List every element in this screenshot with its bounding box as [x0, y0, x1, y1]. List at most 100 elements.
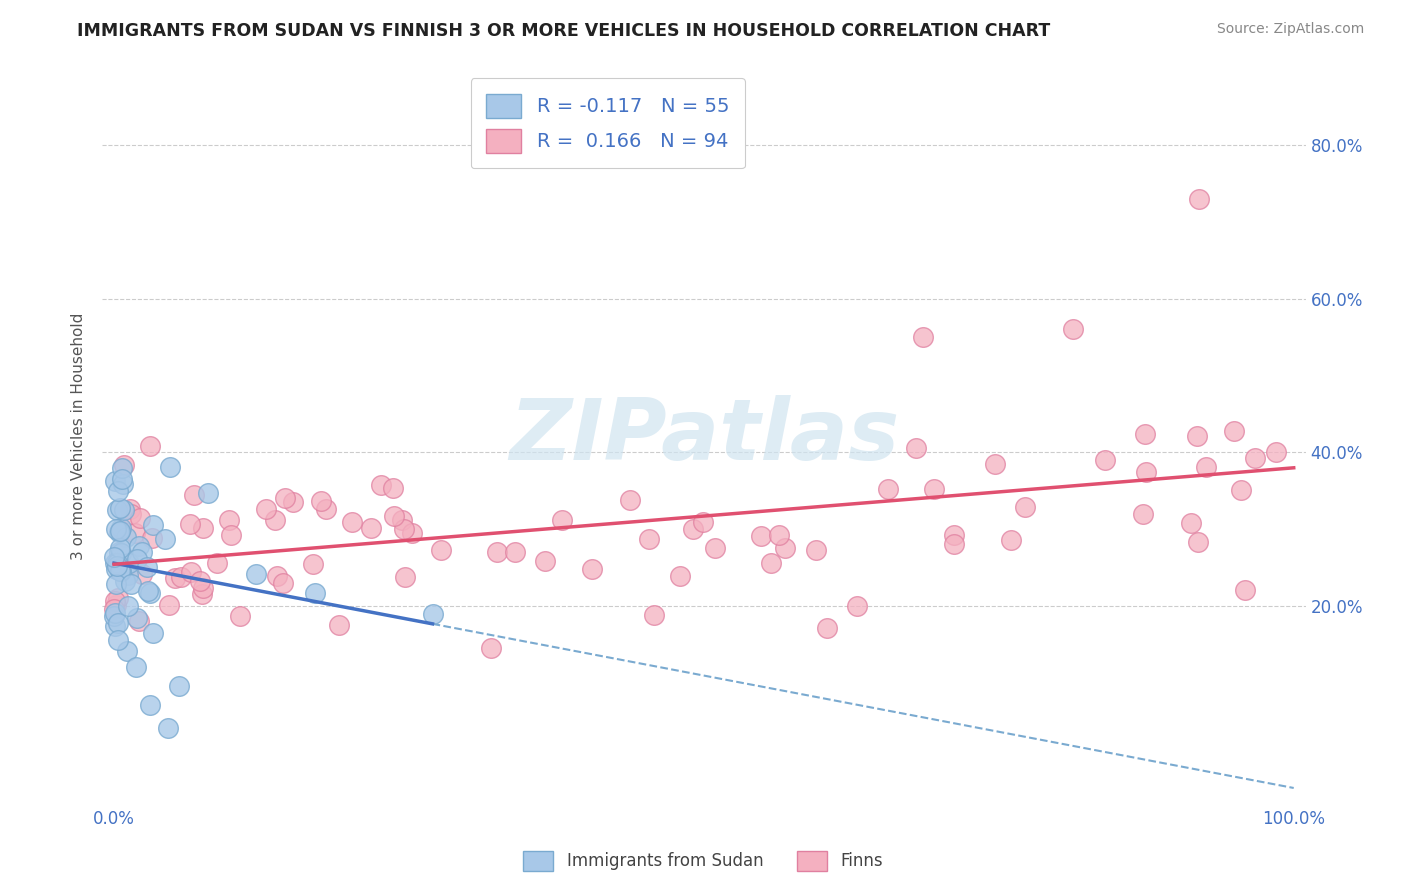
- Point: [692, 515, 714, 529]
- Point: [103, 550, 125, 565]
- Point: [139, 698, 162, 713]
- Point: [103, 609, 125, 624]
- Point: [114, 574, 136, 588]
- Point: [533, 554, 555, 568]
- Point: [124, 525, 146, 540]
- Point: [157, 722, 180, 736]
- Point: [107, 632, 129, 647]
- Point: [340, 515, 363, 529]
- Point: [205, 556, 228, 570]
- Point: [422, 607, 444, 621]
- Point: [381, 482, 404, 496]
- Point: [112, 458, 135, 472]
- Point: [108, 524, 131, 538]
- Point: [104, 619, 127, 633]
- Point: [1132, 507, 1154, 521]
- Point: [749, 528, 772, 542]
- Point: [110, 546, 132, 560]
- Point: [637, 533, 659, 547]
- Point: [924, 482, 946, 496]
- Point: [619, 493, 641, 508]
- Point: [1094, 453, 1116, 467]
- Point: [114, 503, 136, 517]
- Point: [125, 552, 148, 566]
- Point: [877, 482, 900, 496]
- Point: [110, 521, 132, 535]
- Point: [271, 575, 294, 590]
- Point: [197, 485, 219, 500]
- Point: [703, 541, 725, 555]
- Point: [117, 567, 139, 582]
- Point: [1187, 535, 1209, 549]
- Point: [111, 472, 134, 486]
- Point: [105, 576, 128, 591]
- Point: [110, 564, 132, 578]
- Point: [110, 501, 132, 516]
- Point: [183, 488, 205, 502]
- Text: Source: ZipAtlas.com: Source: ZipAtlas.com: [1216, 22, 1364, 37]
- Point: [118, 556, 141, 570]
- Point: [1265, 445, 1288, 459]
- Point: [110, 546, 132, 560]
- Point: [191, 521, 214, 535]
- Point: [682, 522, 704, 536]
- Point: [1133, 427, 1156, 442]
- Text: ZIPatlas: ZIPatlas: [509, 395, 898, 478]
- Point: [136, 584, 159, 599]
- Text: IMMIGRANTS FROM SUDAN VS FINNISH 3 OR MORE VEHICLES IN HOUSEHOLD CORRELATION CHA: IMMIGRANTS FROM SUDAN VS FINNISH 3 OR MO…: [77, 22, 1050, 40]
- Point: [104, 556, 127, 570]
- Point: [219, 528, 242, 542]
- Point: [105, 599, 128, 613]
- Point: [479, 640, 502, 655]
- Point: [107, 591, 129, 605]
- Point: [170, 570, 193, 584]
- Point: [1000, 533, 1022, 548]
- Point: [943, 528, 966, 542]
- Point: [984, 457, 1007, 471]
- Point: [179, 517, 201, 532]
- Point: [125, 611, 148, 625]
- Point: [193, 581, 215, 595]
- Point: [669, 568, 692, 582]
- Point: [188, 574, 211, 589]
- Point: [943, 537, 966, 551]
- Point: [131, 545, 153, 559]
- Point: [128, 614, 150, 628]
- Point: [773, 541, 796, 556]
- Point: [117, 599, 139, 613]
- Point: [245, 567, 267, 582]
- Point: [485, 545, 508, 559]
- Point: [111, 477, 134, 491]
- Point: [120, 576, 142, 591]
- Point: [1180, 516, 1202, 530]
- Point: [394, 570, 416, 584]
- Point: [159, 460, 181, 475]
- Point: [107, 615, 129, 630]
- Point: [768, 528, 790, 542]
- Point: [401, 526, 423, 541]
- Legend: Immigrants from Sudan, Finns: Immigrants from Sudan, Finns: [515, 842, 891, 880]
- Point: [274, 491, 297, 506]
- Point: [105, 522, 128, 536]
- Point: [105, 559, 128, 574]
- Point: [1188, 192, 1211, 206]
- Point: [163, 571, 186, 585]
- Point: [505, 545, 527, 559]
- Point: [118, 501, 141, 516]
- Point: [105, 562, 128, 576]
- Point: [281, 494, 304, 508]
- Point: [110, 461, 132, 475]
- Point: [229, 609, 252, 624]
- Point: [643, 608, 665, 623]
- Point: [581, 562, 603, 576]
- Point: [105, 556, 128, 570]
- Point: [105, 502, 128, 516]
- Point: [328, 617, 350, 632]
- Point: [129, 511, 152, 525]
- Point: [141, 518, 163, 533]
- Point: [1222, 424, 1244, 438]
- Point: [135, 560, 157, 574]
- Point: [370, 478, 392, 492]
- Point: [263, 513, 285, 527]
- Legend: R = -0.117   N = 55, R =  0.166   N = 94: R = -0.117 N = 55, R = 0.166 N = 94: [471, 78, 745, 169]
